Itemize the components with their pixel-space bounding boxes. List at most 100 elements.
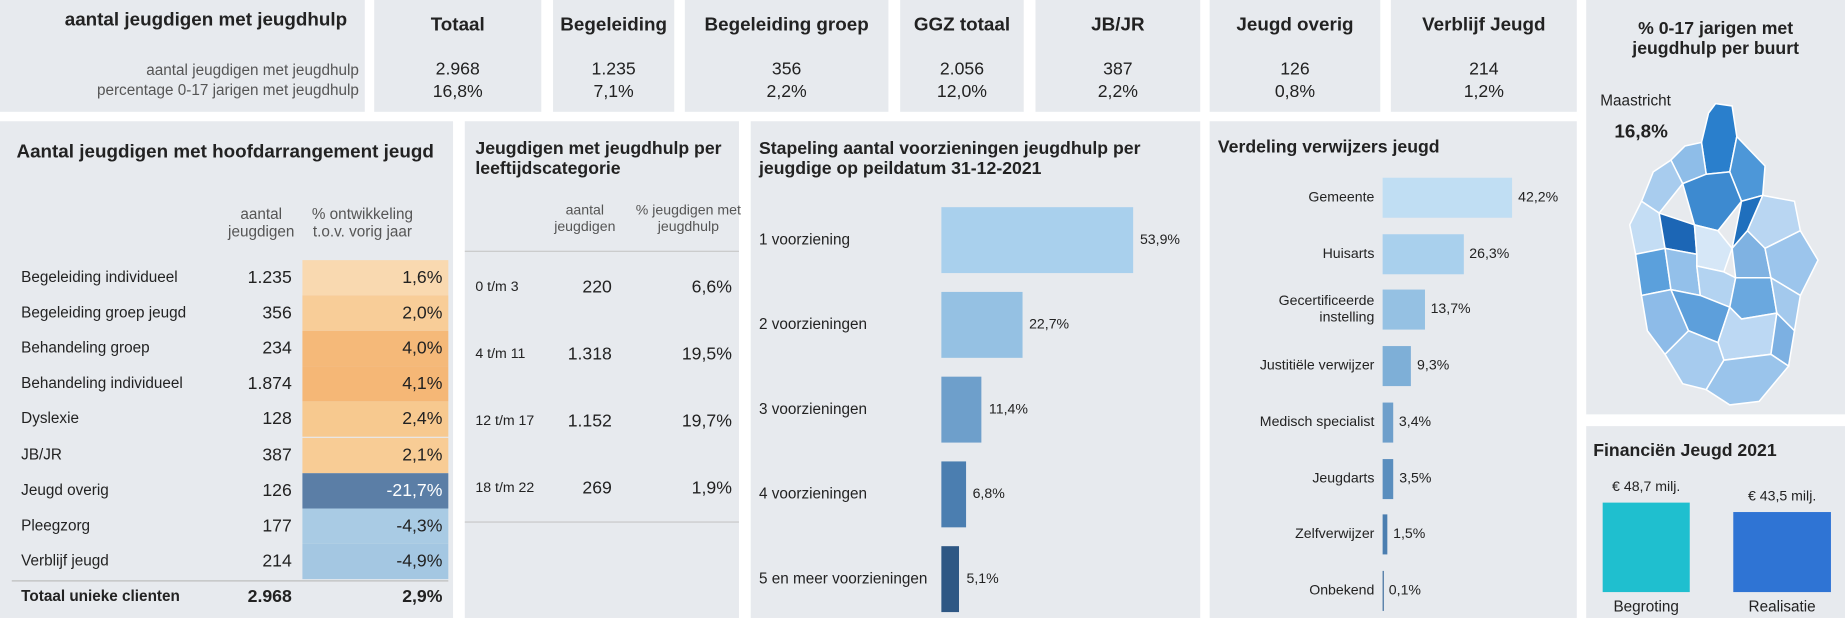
change-cell: [302, 330, 449, 367]
row-count: 1.874: [247, 373, 292, 394]
value-label: 3,5%: [1399, 469, 1432, 486]
value-label: € 43,5 milj.: [1747, 487, 1817, 505]
total-rule: [11, 580, 449, 582]
map-place: Maastricht: [1600, 91, 1671, 109]
value-label: 42,2%: [1518, 188, 1559, 205]
kpi-count: 387: [1103, 59, 1133, 80]
bar: [1602, 502, 1690, 593]
category-label: Medisch specialist: [1259, 413, 1375, 430]
chart-title: Financiën Jeugd 2021: [1593, 440, 1777, 461]
bar: [1382, 514, 1388, 555]
kpi-count: 2.968: [435, 59, 480, 80]
kpi-row-label: percentage 0-17 jarigen met jeugdhulp: [96, 80, 359, 99]
table-header: aantal jeugdigen: [228, 204, 295, 241]
bar: [1382, 233, 1464, 274]
kpi-panel: [374, 0, 542, 112]
change-cell: [302, 508, 449, 544]
kpi-name: JB/JR: [1091, 15, 1145, 36]
value-label: 0,1%: [1388, 581, 1421, 598]
row-count: 356: [262, 303, 292, 324]
value-label: 26,3%: [1469, 244, 1510, 262]
row-change: 2,1%: [402, 444, 443, 465]
row-name: Dyslexie: [21, 409, 79, 428]
kpi-pct: 7,1%: [593, 81, 634, 102]
row-name: Behandeling groep: [21, 338, 150, 357]
row-name: Begeleiding groep jeugd: [21, 303, 187, 321]
age-title: Jeugdigen met jeugdhulp per leeftijdscat…: [475, 138, 722, 179]
kpi-count: 2.056: [939, 59, 985, 80]
category-label: Gemeente: [1308, 188, 1375, 205]
row-pct: 19,7%: [681, 411, 732, 432]
row-count: 177: [262, 515, 292, 536]
row-change: 4,1%: [402, 373, 443, 394]
row-count: 128: [262, 409, 292, 430]
table-header: % ontwikkeling t.o.v. vorig jaar: [311, 204, 414, 241]
kpi-panel: [1390, 0, 1577, 112]
row-name: 0 t/m 3: [475, 277, 519, 295]
kpi-panel: [1035, 0, 1201, 112]
table-header: % jeugdigen met jeugdhulp: [635, 201, 741, 235]
kpi-panel: [1209, 0, 1381, 112]
category-label: 3 voorzieningen: [758, 399, 867, 418]
bar: [1733, 512, 1831, 593]
chart-title: Verdeling verwijzers jeugd: [1217, 136, 1440, 157]
bar: [941, 461, 966, 528]
category-label: Gecertificeerde instelling: [1278, 292, 1375, 326]
row-change: 2,4%: [402, 409, 443, 430]
change-cell: [302, 260, 449, 296]
category-label: 1 voorziening: [758, 230, 850, 248]
row-name: 12 t/m 17: [475, 412, 535, 429]
value-label: 22,7%: [1029, 315, 1070, 333]
kpi-row-label: aantal jeugdigen met jeugdhulp: [146, 60, 359, 79]
table-rule: [464, 250, 739, 252]
category-label: Realisatie: [1748, 597, 1816, 616]
value-label: 6,8%: [972, 485, 1005, 502]
row-name: Behandeling individueel: [21, 374, 183, 392]
kpi-pct: 12,0%: [936, 81, 987, 102]
value-label: 11,4%: [988, 400, 1028, 417]
kpi-count: 1.235: [591, 59, 636, 80]
kpi-pct: 1,2%: [1463, 81, 1504, 102]
category-label: Huisarts: [1322, 244, 1375, 262]
row-change: -4,3%: [396, 515, 443, 536]
arrangement-title: Aantal jeugdigen met hoofdarrangement je…: [16, 142, 434, 163]
category-label: Justitiële verwijzer: [1259, 356, 1375, 374]
row-count: 1.318: [567, 344, 612, 365]
bar: [1382, 346, 1412, 387]
change-cell: [302, 401, 449, 438]
value-label: 3,4%: [1398, 413, 1432, 430]
table-header: aantal jeugdigen: [554, 201, 616, 235]
category-label: 5 en meer voorzieningen: [758, 569, 928, 587]
kpi-name: Totaal: [430, 15, 485, 36]
kpi-pct: 2,2%: [1097, 81, 1138, 102]
category-label: 2 voorzieningen: [758, 314, 867, 333]
total-name: Totaal unieke clienten: [21, 586, 180, 605]
row-name: Pleegzorg: [21, 515, 91, 534]
kpi-count: 126: [1280, 59, 1310, 80]
bar: [1382, 402, 1394, 443]
total-count: 2.968: [247, 586, 292, 607]
value-label: 9,3%: [1417, 356, 1450, 374]
kpi-name: Begeleiding: [560, 15, 668, 36]
change-cell: [302, 472, 449, 509]
category-label: Jeugdarts: [1312, 469, 1375, 486]
total-change: 2,9%: [402, 586, 443, 607]
kpi-pct: 0,8%: [1274, 81, 1316, 102]
bar: [941, 376, 982, 443]
kpi-pct: 16,8%: [432, 81, 483, 102]
row-name: 18 t/m 22: [475, 479, 535, 496]
kpi-count: 356: [771, 59, 802, 80]
kpi-panel: [900, 0, 1024, 112]
bar: [1382, 177, 1513, 218]
bar: [941, 291, 1023, 358]
row-name: 4 t/m 11: [475, 345, 526, 362]
kpi-title: aantal jeugdigen met jeugdhulp: [64, 10, 348, 31]
row-pct: 6,6%: [691, 277, 732, 298]
category-label: Begroting: [1613, 597, 1679, 616]
stacking-panel: [750, 121, 1201, 618]
row-name: Jeugd overig: [21, 480, 109, 499]
row-count: 126: [262, 480, 292, 501]
kpi-label-panel: [0, 0, 365, 112]
